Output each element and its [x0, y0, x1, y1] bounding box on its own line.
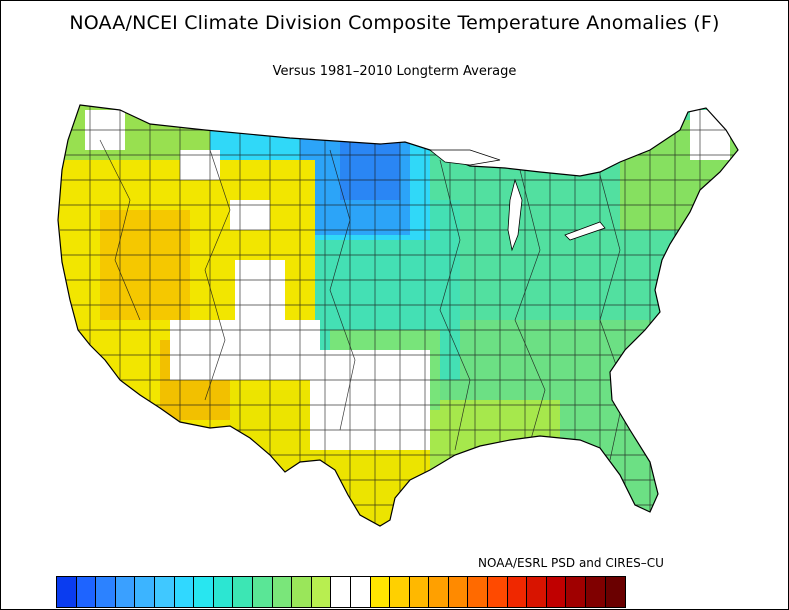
- color-scale-cell: [331, 577, 351, 607]
- map-subtitle: Versus 1981–2010 Longterm Average: [272, 64, 517, 79]
- color-scale-cell: [292, 577, 312, 607]
- division-boundary-line: [99, 139, 626, 461]
- map-region-wyoming-neutral: [230, 200, 270, 230]
- color-scale-cell: [213, 577, 234, 607]
- division-boundary-line: [89, 105, 701, 526]
- map-region-panhandle-neutral: [310, 350, 430, 450]
- color-scale-cell: [370, 577, 391, 607]
- color-scale-cell: [468, 577, 489, 607]
- color-scale-cell: [507, 577, 528, 607]
- map-region-maine-neutral: [690, 110, 730, 160]
- color-scale-cell: [390, 577, 410, 607]
- division-boundaries: [60, 105, 738, 526]
- color-scale-cell: [448, 577, 469, 607]
- map-region-gulf-coast: [430, 400, 560, 500]
- color-scale-cell: [546, 577, 567, 607]
- color-scale-cell: [252, 577, 273, 607]
- color-scale-cell: [605, 577, 626, 607]
- color-scale-cell: [96, 577, 116, 607]
- color-scale-cell: [350, 577, 371, 607]
- color-scale-cell: [76, 577, 97, 607]
- color-scale-cell: [154, 577, 175, 607]
- map-region-colorado-neutral: [235, 260, 285, 330]
- map-title: NOAA/NCEI Climate Division Composite Tem…: [69, 12, 720, 34]
- color-scale-cell: [586, 577, 606, 607]
- color-scale-cell: [566, 577, 587, 607]
- color-scale-cell: [194, 577, 214, 607]
- lake-erie: [564, 221, 606, 241]
- lake-superior: [428, 149, 501, 166]
- color-scale-cell: [527, 577, 547, 607]
- lake-michigan: [507, 178, 523, 252]
- color-scale-cell: [429, 577, 449, 607]
- color-scale-cell: [57, 577, 77, 607]
- credit-label: NOAA/ESRL PSD and CIRES–CU: [478, 556, 664, 570]
- color-scale-cell: [409, 577, 430, 607]
- color-scale-bar: [56, 576, 627, 608]
- color-scale-cell: [311, 577, 332, 607]
- map-region-montana-neutral: [180, 150, 220, 180]
- color-scale-cell: [135, 577, 155, 607]
- us-outline: [57, 104, 739, 527]
- map-region-minnesota-core: [340, 140, 400, 200]
- color-scale-cell: [115, 577, 136, 607]
- color-scale-cell: [174, 577, 195, 607]
- map-region-great-basin: [100, 210, 190, 320]
- color-scale-cell: [233, 577, 253, 607]
- color-scale-cell: [488, 577, 508, 607]
- color-scale-cell: [272, 577, 293, 607]
